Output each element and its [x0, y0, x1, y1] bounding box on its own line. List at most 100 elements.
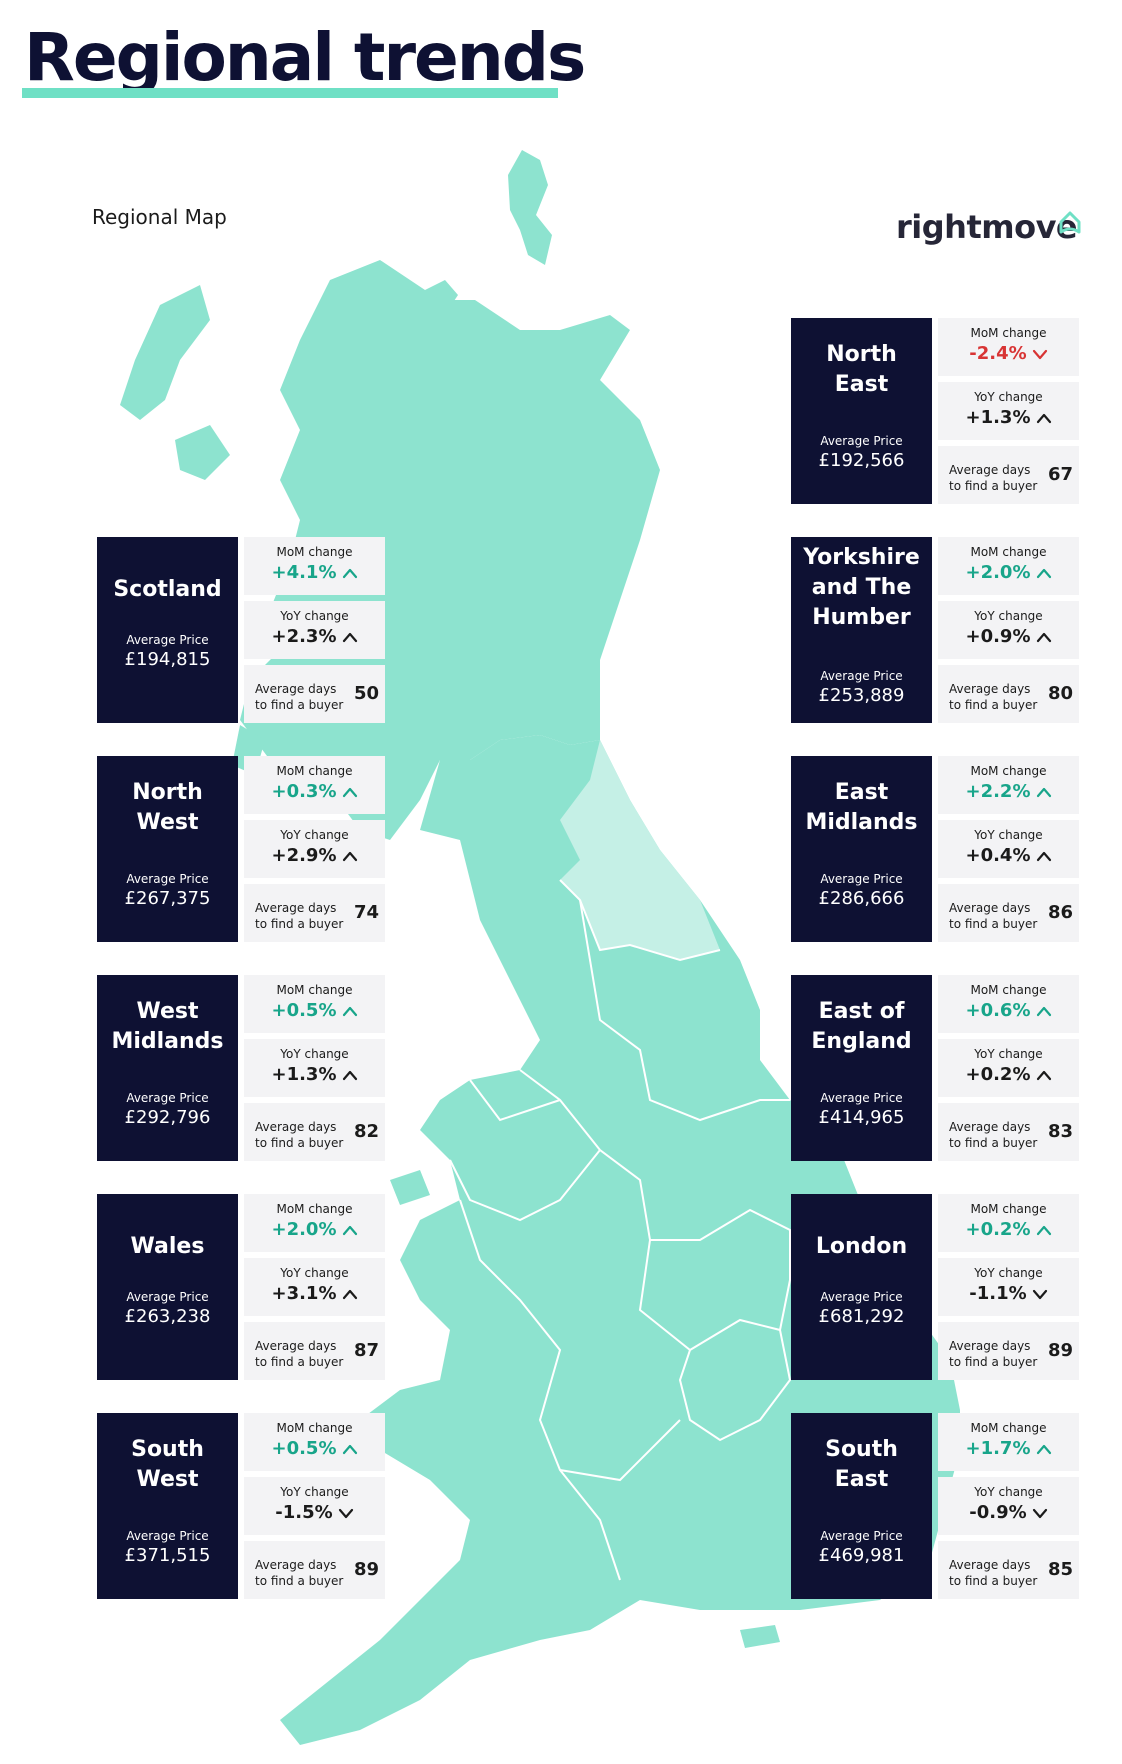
- chevron-down-icon: [333, 1502, 354, 1523]
- mom-change-panel: MoM change -2.4%: [938, 318, 1079, 376]
- yoy-change-label: YoY change: [974, 609, 1043, 623]
- mom-change-label: MoM change: [276, 545, 353, 559]
- region-name-line: Scotland: [113, 577, 222, 602]
- yoy-change-panel: YoY change +2.3%: [244, 601, 385, 659]
- yoy-change-text: -0.9%: [969, 1502, 1027, 1523]
- mom-change-panel: MoM change +2.0%: [244, 1194, 385, 1252]
- yoy-change-panel: YoY change +1.3%: [938, 382, 1079, 440]
- region-name-line: West: [136, 810, 199, 835]
- yoy-change-label: YoY change: [280, 609, 349, 623]
- region-name-line: East of: [818, 999, 905, 1024]
- map-label: Regional Map: [92, 205, 227, 229]
- mom-change-label: MoM change: [276, 983, 353, 997]
- mom-change-text: +0.5%: [271, 1000, 337, 1021]
- region-name-line: Humber: [812, 605, 911, 630]
- mom-change-value: +4.1%: [244, 562, 385, 583]
- mom-change-panel: MoM change +0.6%: [938, 975, 1079, 1033]
- days-to-sell-label: Average days to find a buyer: [949, 900, 1049, 932]
- average-price-label: Average Price: [820, 669, 903, 683]
- mom-change-value: +2.2%: [938, 781, 1079, 802]
- mom-change-value: +0.5%: [244, 1438, 385, 1459]
- mom-change-text: +0.3%: [271, 781, 337, 802]
- chevron-up-icon: [1031, 845, 1052, 866]
- mom-change-label: MoM change: [276, 1202, 353, 1216]
- days-label-line1: Average days: [949, 1120, 1031, 1134]
- region-card-london: London Average Price £681,292 MoM change +0.…: [791, 1194, 1079, 1380]
- days-label-line2: to find a buyer: [255, 1574, 344, 1588]
- region-name-line: West: [136, 1467, 199, 1492]
- region-name-line: North: [132, 780, 203, 805]
- average-price-value: £263,238: [124, 1306, 211, 1327]
- map-western-isles: [120, 285, 210, 420]
- chevron-up-icon: [337, 1283, 358, 1304]
- days-to-sell-label: Average days to find a buyer: [949, 1119, 1049, 1151]
- average-price-label: Average Price: [820, 1290, 903, 1304]
- region-name-box: Scotland Average Price £194,815: [97, 537, 238, 723]
- region-name-line: West: [136, 999, 199, 1024]
- days-to-sell-label: Average days to find a buyer: [949, 1557, 1049, 1589]
- yoy-change-value: +0.2%: [938, 1064, 1079, 1085]
- mom-change-label: MoM change: [970, 545, 1047, 559]
- mom-change-panel: MoM change +0.2%: [938, 1194, 1079, 1252]
- yoy-change-text: +2.3%: [271, 626, 337, 647]
- days-label-line1: Average days: [949, 682, 1031, 696]
- region-name-line: East: [834, 780, 889, 805]
- days-label-line1: Average days: [949, 1558, 1031, 1572]
- region-name-box: North West Average Price £267,375: [97, 756, 238, 942]
- yoy-change-panel: YoY change +0.4%: [938, 820, 1079, 878]
- yoy-change-text: +3.1%: [271, 1283, 337, 1304]
- days-to-sell-value: 74: [354, 902, 380, 923]
- days-label-line2: to find a buyer: [949, 698, 1038, 712]
- chevron-up-icon: [1031, 626, 1052, 647]
- days-to-sell-label: Average days to find a buyer: [255, 1557, 355, 1589]
- yoy-change-panel: YoY change -0.9%: [938, 1477, 1079, 1535]
- map-north-east-region: [560, 740, 720, 960]
- yoy-change-label: YoY change: [974, 1485, 1043, 1499]
- yoy-change-panel: YoY change +0.2%: [938, 1039, 1079, 1097]
- chevron-up-icon: [337, 626, 358, 647]
- days-to-sell-label: Average days to find a buyer: [949, 681, 1049, 713]
- days-label-line1: Average days: [255, 1339, 337, 1353]
- mom-change-panel: MoM change +0.5%: [244, 975, 385, 1033]
- mom-change-label: MoM change: [970, 764, 1047, 778]
- map-shetland: [508, 150, 552, 265]
- average-price-value: £286,666: [818, 888, 905, 909]
- house-outline-icon: [1059, 211, 1081, 234]
- days-to-sell-value: 85: [1048, 1559, 1074, 1580]
- yoy-change-text: +1.3%: [271, 1064, 337, 1085]
- days-to-sell-value: 87: [354, 1340, 380, 1361]
- yoy-change-text: +0.9%: [965, 626, 1031, 647]
- days-to-sell-panel: Average days to find a buyer 74: [244, 884, 385, 942]
- region-card-south-east: South East Average Price £469,981 MoM change…: [791, 1413, 1079, 1599]
- average-price-value: £681,292: [818, 1306, 905, 1327]
- average-price-label: Average Price: [820, 872, 903, 886]
- days-label-line1: Average days: [949, 901, 1031, 915]
- average-price-label: Average Price: [126, 1290, 209, 1304]
- days-to-sell-value: 89: [1048, 1340, 1074, 1361]
- brand-logo-text: rightmove: [896, 208, 1078, 246]
- days-label-line1: Average days: [255, 1120, 337, 1134]
- yoy-change-text: +1.3%: [965, 407, 1031, 428]
- mom-change-label: MoM change: [970, 1202, 1047, 1216]
- average-price-value: £253,889: [818, 685, 905, 706]
- days-label-line2: to find a buyer: [255, 1355, 344, 1369]
- mom-change-text: +2.0%: [271, 1219, 337, 1240]
- chevron-up-icon: [337, 562, 358, 583]
- average-price-label: Average Price: [126, 633, 209, 647]
- mom-change-text: +2.2%: [965, 781, 1031, 802]
- region-name-line: South: [825, 1437, 898, 1462]
- average-price-label: Average Price: [820, 1529, 903, 1543]
- days-to-sell-value: 82: [354, 1121, 380, 1142]
- days-to-sell-panel: Average days to find a buyer 80: [938, 665, 1079, 723]
- days-to-sell-panel: Average days to find a buyer 67: [938, 446, 1079, 504]
- yoy-change-label: YoY change: [974, 390, 1043, 404]
- days-to-sell-panel: Average days to find a buyer 83: [938, 1103, 1079, 1161]
- days-to-sell-panel: Average days to find a buyer 89: [938, 1322, 1079, 1380]
- region-name-line: Midlands: [805, 810, 918, 835]
- yoy-change-value: +1.3%: [938, 407, 1079, 428]
- days-label-line2: to find a buyer: [255, 1136, 344, 1150]
- map-anglesey: [390, 1170, 430, 1205]
- average-price-label: Average Price: [820, 1091, 903, 1105]
- days-label-line2: to find a buyer: [949, 479, 1038, 493]
- mom-change-panel: MoM change +2.0%: [938, 537, 1079, 595]
